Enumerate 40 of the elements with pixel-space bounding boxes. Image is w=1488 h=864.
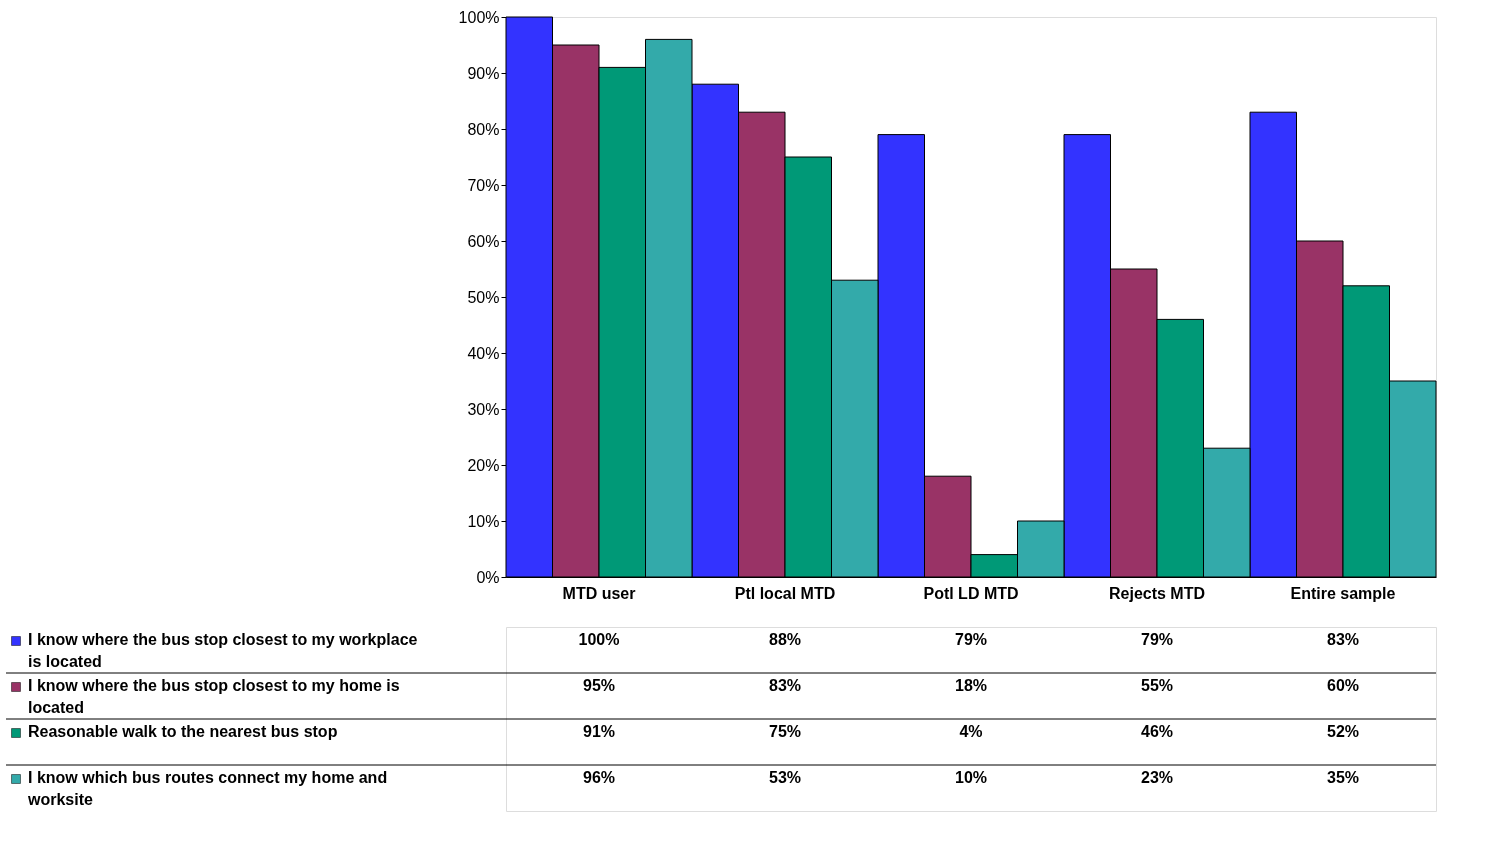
data-label: 46% bbox=[1140, 723, 1174, 740]
data-label: 10% bbox=[954, 769, 988, 786]
y-tick-label: 0% bbox=[476, 568, 500, 586]
y-tick-label: 50% bbox=[467, 288, 500, 306]
y-tick-label: 40% bbox=[467, 344, 500, 362]
x-tick-label: Entire sample bbox=[1290, 584, 1396, 602]
data-label: 4% bbox=[959, 723, 983, 740]
data-label: 53% bbox=[768, 769, 802, 786]
data-label: 100% bbox=[578, 631, 620, 648]
legend-label: I know which bus routes connect my home and worksite bbox=[27, 769, 388, 808]
y-tick-label: 70% bbox=[467, 176, 500, 194]
data-label: 83% bbox=[768, 677, 802, 694]
y-tick-label: 90% bbox=[467, 64, 500, 82]
data-label: 75% bbox=[768, 723, 802, 740]
data-label: 23% bbox=[1140, 769, 1174, 786]
data-label: 79% bbox=[1140, 631, 1174, 648]
y-tick-label: 60% bbox=[467, 232, 500, 250]
x-tick-label: MTD user bbox=[562, 584, 636, 602]
data-label: 79% bbox=[954, 631, 988, 648]
legend-label: I know where the bus stop closest to my home is located bbox=[28, 677, 400, 716]
y-tick-label: 80% bbox=[467, 120, 500, 138]
data-label: 35% bbox=[1326, 769, 1360, 786]
y-tick-label: 10% bbox=[467, 512, 500, 530]
x-tick-label: Potl LD MTD bbox=[923, 584, 1019, 602]
x-tick-label: Ptl local MTD bbox=[734, 584, 836, 602]
x-tick-label: Rejects MTD bbox=[1108, 584, 1206, 602]
data-label: 18% bbox=[954, 677, 988, 694]
y-tick-label: 100% bbox=[458, 8, 500, 26]
data-label: 95% bbox=[582, 677, 616, 694]
data-label: 52% bbox=[1326, 723, 1360, 740]
legend-label: I know where the bus stop closest to my workplace is located bbox=[28, 631, 418, 670]
y-tick-label: 30% bbox=[467, 400, 500, 418]
y-tick-label: 20% bbox=[467, 456, 500, 474]
data-label: 96% bbox=[582, 769, 616, 786]
data-label: 55% bbox=[1140, 677, 1174, 694]
data-label: 60% bbox=[1326, 677, 1360, 694]
data-label: 83% bbox=[1326, 631, 1360, 648]
data-label: 88% bbox=[768, 631, 802, 648]
legend-label: Reasonable walk to the nearest bus stop bbox=[28, 723, 338, 740]
data-label: 91% bbox=[582, 723, 616, 740]
